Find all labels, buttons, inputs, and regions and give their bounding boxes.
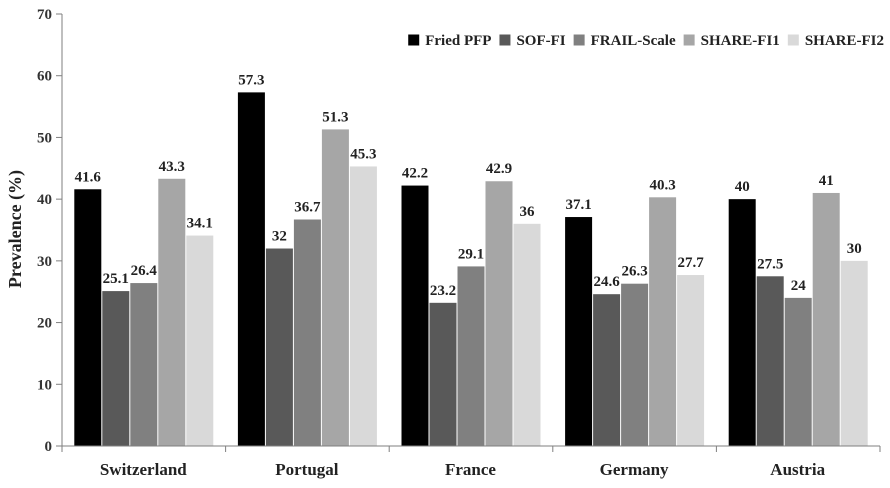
bar-share-fi1-france — [485, 181, 513, 446]
bar-sof-fi-austria — [756, 276, 784, 446]
legend-swatch-fried-pfp — [408, 34, 420, 46]
legend-label-share-fi2: SHARE-FI2 — [805, 33, 884, 49]
legend-swatch-sof-fi — [499, 34, 511, 46]
bar-frail-scale-switzerland — [130, 283, 158, 446]
data-label-share-fi2-portugal: 45.3 — [350, 146, 376, 162]
data-label-sof-fi-austria: 27.5 — [757, 256, 783, 272]
data-label-sof-fi-germany: 24.6 — [593, 274, 620, 290]
y-tick-label: 40 — [37, 192, 52, 208]
bar-share-fi1-portugal — [321, 129, 349, 447]
bar-share-fi2-austria — [840, 260, 868, 446]
data-label-share-fi1-portugal: 51.3 — [322, 109, 348, 125]
data-label-share-fi1-switzerland: 43.3 — [159, 159, 185, 175]
legend: Fried PFP SOF-FI FRAIL-Scale SHARE-FI1 SHARE… — [408, 33, 884, 49]
bar-frail-scale-portugal — [293, 219, 321, 446]
y-tick-label: 70 — [37, 7, 52, 23]
bar-fried-pfp-germany — [565, 217, 593, 446]
x-tick-label-germany: Germany — [600, 460, 669, 479]
data-label-share-fi1-austria: 41 — [819, 173, 834, 189]
bar-sof-fi-germany — [593, 294, 621, 446]
data-label-share-fi2-austria: 30 — [847, 241, 862, 257]
bar-fried-pfp-portugal — [237, 92, 265, 447]
y-tick-label: 20 — [37, 316, 52, 332]
bars — [74, 92, 868, 447]
y-tick-label: 50 — [37, 130, 52, 146]
data-label-share-fi2-germany: 27.7 — [677, 255, 704, 271]
data-label-share-fi2-france: 36 — [520, 204, 536, 220]
y-axis-title: Prevalence (%) — [5, 170, 26, 288]
y-tick-label: 10 — [37, 377, 52, 393]
x-tick-label-switzerland: Switzerland — [100, 460, 187, 479]
legend-swatch-share-fi2 — [787, 34, 799, 46]
data-labels: 41.6 25.126.4 43.3 34.1 57.3 32 36.7 51.3 45.3 42… — [75, 72, 862, 298]
data-label-fried-pfp-france: 42.2 — [402, 166, 428, 182]
bar-share-fi2-france — [513, 223, 541, 446]
data-label-sof-fi-france: 23.2 — [430, 283, 456, 299]
bar-frail-scale-austria — [784, 297, 812, 446]
bar-frail-scale-germany — [621, 283, 649, 446]
bar-share-fi2-germany — [677, 275, 705, 446]
legend-swatch-share-fi1 — [683, 34, 695, 46]
bar-frail-scale-france — [457, 266, 485, 446]
data-label-share-fi2-switzerland: 34.1 — [187, 216, 213, 232]
bar-share-fi1-switzerland — [158, 178, 186, 446]
bar-share-fi1-germany — [649, 197, 677, 446]
bar-share-fi2-switzerland — [186, 235, 214, 446]
bar-share-fi1-austria — [812, 192, 840, 446]
y-tick-label: 60 — [37, 69, 52, 85]
data-label-fried-pfp-germany: 37.1 — [565, 197, 591, 213]
bar-sof-fi-france — [429, 302, 457, 446]
bar-sof-fi-portugal — [265, 248, 293, 446]
data-label-fried-pfp-switzerland: 41.6 — [75, 169, 102, 185]
data-label-frail-scale-portugal: 36.7 — [294, 200, 321, 216]
bar-sof-fi-switzerland — [102, 291, 130, 446]
y-tick-label: 0 — [45, 439, 53, 455]
legend-label-sof-fi: SOF-FI — [516, 33, 565, 49]
x-axis: Switzerland Portugal France Germany Austria — [61, 445, 881, 479]
bar-fried-pfp-switzerland — [74, 189, 102, 447]
data-label-fried-pfp-portugal: 57.3 — [238, 72, 264, 88]
x-tick-label-france: France — [445, 460, 496, 479]
bar-share-fi2-portugal — [349, 166, 377, 447]
legend-label-share-fi1: SHARE-FI1 — [701, 33, 780, 49]
y-axis: 0 10 20 30 40 50 60 70 — [37, 7, 63, 455]
data-label-frail-scale-france: 29.1 — [458, 246, 484, 262]
data-label-sof-fi-switzerland: 25.1 — [103, 271, 129, 287]
data-label-frail-scale-austria: 24 — [791, 278, 807, 294]
legend-label-frail-scale: FRAIL-Scale — [591, 33, 676, 49]
legend-label-fried-pfp: Fried PFP — [425, 33, 491, 49]
data-label-sof-fi-portugal: 32 — [272, 229, 287, 245]
data-label-share-fi1-germany: 40.3 — [649, 177, 675, 193]
data-label-frail-scale-germany: 26.3 — [621, 264, 647, 280]
x-tick-label-portugal: Portugal — [275, 460, 339, 479]
data-label-frail-scale-switzerland: 26.4 — [131, 263, 158, 279]
bar-fried-pfp-austria — [728, 199, 756, 446]
legend-swatch-frail-scale — [573, 34, 585, 46]
data-label-share-fi1-france: 42.9 — [486, 161, 512, 177]
x-tick-label-austria: Austria — [770, 460, 825, 479]
data-label-fried-pfp-austria: 40 — [735, 179, 750, 195]
bar-fried-pfp-france — [401, 185, 429, 446]
y-tick-label: 30 — [37, 254, 52, 270]
